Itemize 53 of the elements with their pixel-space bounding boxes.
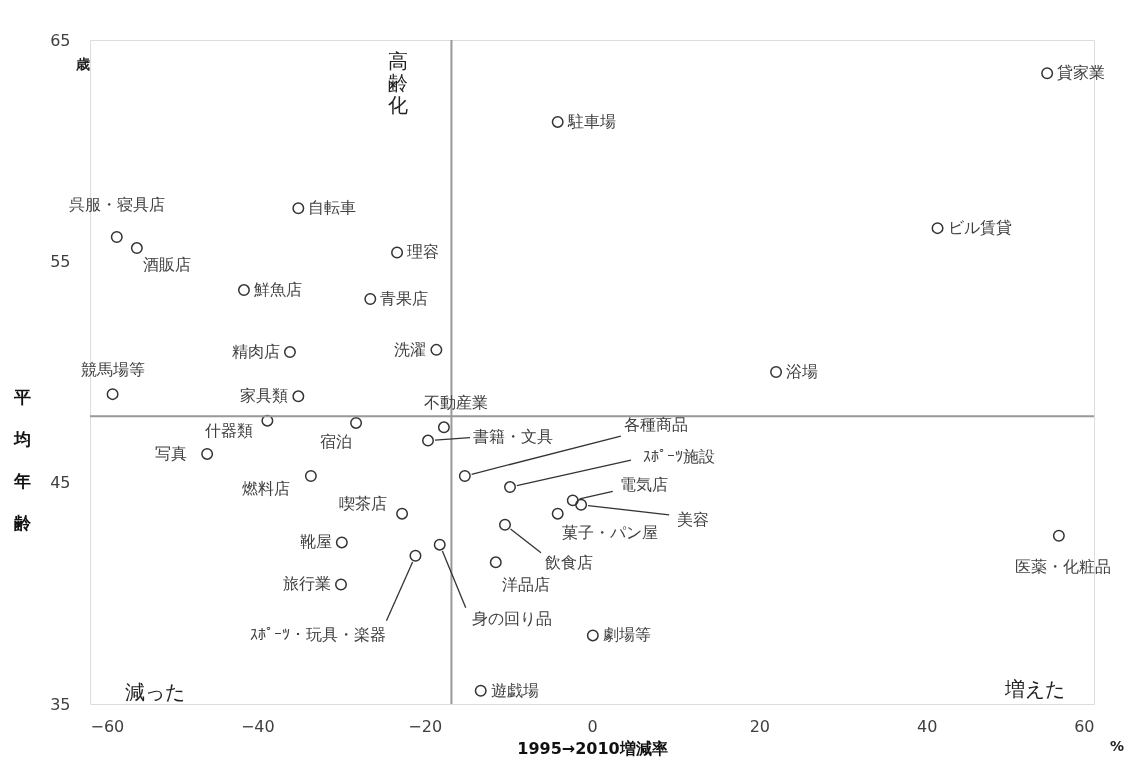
annotation: 洋品店	[501, 575, 550, 595]
annotation: ビル賃貸	[947, 218, 1012, 238]
annotation: 身の回り品	[471, 608, 552, 628]
annotation: 燃料店	[241, 479, 290, 499]
y-tick-label: 45	[50, 473, 71, 493]
annotation: 劇場等	[602, 625, 651, 645]
annotation: 競馬場等	[80, 360, 145, 380]
annotation: 呉服・寝具店	[68, 194, 165, 214]
annotation: 洗濯	[394, 339, 427, 359]
text: 平均年齢	[13, 387, 31, 533]
y-tick-label: 55	[50, 251, 71, 271]
annotation: ｽﾎﾟｰﾂ・玩具・楽器	[250, 624, 387, 644]
annotation: 喫茶店	[339, 493, 388, 513]
annotation: 浴場	[786, 362, 819, 381]
y-tick-label: 35	[50, 694, 71, 714]
annotation: 青果店	[380, 288, 429, 308]
x-tick-label: 0	[587, 716, 598, 736]
x-tick-label: −60	[90, 716, 125, 736]
annotation: 家具類	[240, 386, 289, 406]
annotation: 鮮魚店	[253, 280, 302, 300]
x-tick-label: 40	[916, 716, 938, 736]
x-axis-title: 1995→2010増減率	[517, 738, 668, 758]
annotation: 増えた	[1004, 677, 1065, 701]
annotation: 駐車場	[566, 111, 616, 131]
text: %	[1110, 738, 1125, 754]
x-tick-label: 60	[1074, 716, 1095, 736]
annotation: 靴屋	[299, 532, 332, 552]
annotation: 遊戯場	[490, 680, 539, 700]
y-tick-label: 65	[50, 30, 71, 50]
annotation: 自転車	[308, 198, 357, 218]
x-tick-label: 20	[749, 716, 771, 736]
annotation: 旅行業	[283, 574, 331, 594]
annotation: 書籍・文具	[473, 426, 554, 446]
annotation: 美容	[677, 509, 710, 529]
annotation: 理容	[407, 242, 440, 262]
text: 歳	[75, 56, 90, 72]
annotation: 菓子・パン屋	[561, 522, 658, 542]
annotation: 電気店	[619, 475, 668, 495]
annotation: 高齢化	[388, 49, 408, 117]
x-tick-label: −40	[240, 716, 275, 736]
annotation: 各種商品	[623, 415, 688, 435]
annotation: 医薬・化粧品	[1014, 556, 1111, 576]
x-tick-label: −20	[408, 716, 443, 736]
annotation: 酒販店	[142, 255, 191, 275]
annotation: 減った	[125, 680, 185, 704]
annotation: 飲食店	[544, 552, 593, 572]
annotation: ｽﾎﾟｰﾂ施設	[643, 447, 716, 467]
annotation: 什器類	[204, 420, 254, 440]
annotation: 不動産業	[423, 393, 488, 413]
annotation: 貸家業	[1057, 63, 1106, 83]
annotation: 宿泊	[320, 431, 353, 451]
annotation: 写真	[155, 443, 188, 463]
annotation: 精肉店	[231, 342, 280, 362]
